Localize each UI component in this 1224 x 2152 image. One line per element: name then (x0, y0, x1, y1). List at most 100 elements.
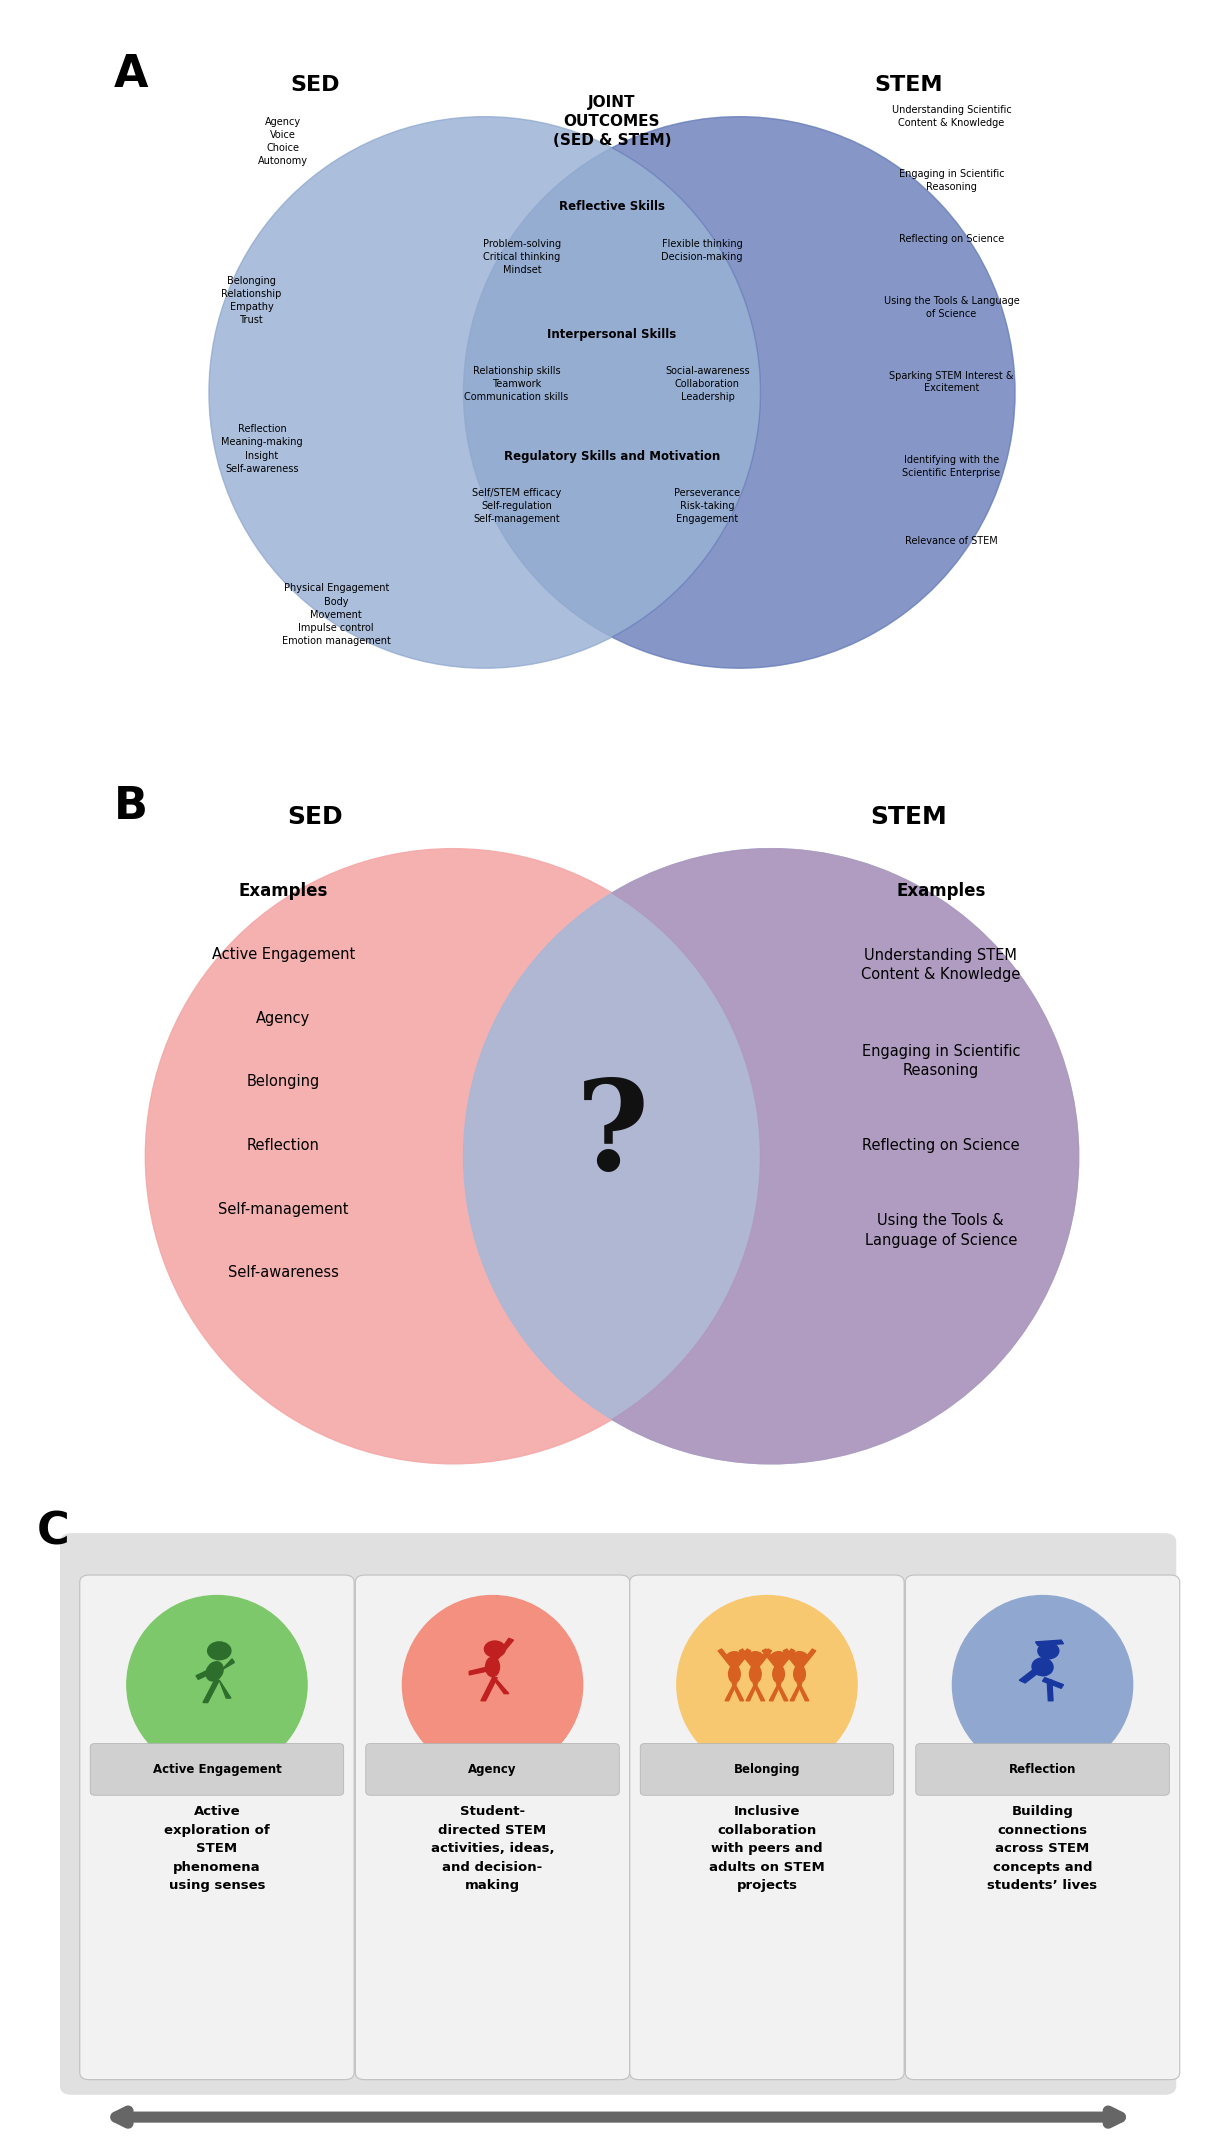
Circle shape (146, 848, 760, 1463)
FancyBboxPatch shape (60, 1532, 1176, 2094)
Circle shape (209, 116, 760, 667)
Text: SED: SED (288, 805, 343, 829)
Text: Engaging in Scientific
Reasoning: Engaging in Scientific Reasoning (898, 170, 1004, 192)
Circle shape (747, 1653, 764, 1663)
Ellipse shape (952, 1595, 1132, 1773)
Text: Regulatory Skills and Motivation: Regulatory Skills and Motivation (504, 450, 720, 463)
FancyBboxPatch shape (640, 1743, 894, 1795)
Polygon shape (763, 1648, 778, 1668)
Text: Engaging in Scientific
Reasoning: Engaging in Scientific Reasoning (862, 1044, 1020, 1078)
Ellipse shape (127, 1595, 307, 1773)
Text: Reflection: Reflection (247, 1138, 319, 1153)
Text: Inclusive
collaboration
with peers and
adults on STEM
projects: Inclusive collaboration with peers and a… (709, 1806, 825, 1892)
Ellipse shape (772, 1666, 785, 1683)
Text: Physical Engagement
Body
Movement
Impulse control
Emotion management: Physical Engagement Body Movement Impuls… (282, 583, 390, 646)
FancyBboxPatch shape (630, 1575, 905, 2079)
Polygon shape (799, 1648, 815, 1668)
Text: Self/STEM efficacy
Self-regulation
Self-management: Self/STEM efficacy Self-regulation Self-… (472, 489, 561, 525)
Ellipse shape (486, 1657, 499, 1676)
FancyBboxPatch shape (366, 1743, 619, 1795)
Text: Belonging: Belonging (733, 1762, 800, 1775)
Polygon shape (469, 1668, 490, 1674)
Circle shape (726, 1653, 743, 1663)
Polygon shape (492, 1638, 514, 1661)
Polygon shape (492, 1679, 509, 1694)
Polygon shape (481, 1679, 497, 1700)
Text: Reflecting on Science: Reflecting on Science (862, 1138, 1020, 1153)
Text: ?: ? (575, 1074, 649, 1197)
Text: Social-awareness
Collaboration
Leadership: Social-awareness Collaboration Leadershi… (665, 366, 750, 402)
Ellipse shape (677, 1595, 857, 1773)
Ellipse shape (206, 1661, 223, 1681)
Text: Active Engagement: Active Engagement (153, 1762, 282, 1775)
Polygon shape (739, 1648, 755, 1668)
Ellipse shape (728, 1666, 741, 1683)
Text: Identifying with the
Scientific Enterprise: Identifying with the Scientific Enterpri… (902, 456, 1000, 478)
FancyBboxPatch shape (91, 1743, 344, 1795)
Circle shape (208, 1642, 231, 1659)
Polygon shape (797, 1683, 809, 1700)
Text: Understanding STEM
Content & Knowledge: Understanding STEM Content & Knowledge (862, 949, 1021, 983)
Polygon shape (1048, 1681, 1053, 1700)
FancyBboxPatch shape (916, 1743, 1169, 1795)
Polygon shape (196, 1668, 217, 1679)
Text: B: B (114, 785, 148, 829)
Text: Relevance of STEM: Relevance of STEM (905, 536, 998, 547)
Circle shape (485, 1642, 506, 1657)
Polygon shape (612, 848, 1078, 1463)
Polygon shape (783, 1648, 799, 1668)
Circle shape (1038, 1642, 1059, 1659)
Text: Belonging
Relationship
Empathy
Trust: Belonging Relationship Empathy Trust (222, 275, 282, 325)
Polygon shape (1020, 1668, 1043, 1683)
Text: A: A (114, 54, 148, 97)
Text: Belonging: Belonging (246, 1074, 319, 1089)
Text: Examples: Examples (896, 882, 985, 900)
Text: Sparking STEM Interest &
Excitement: Sparking STEM Interest & Excitement (889, 370, 1013, 394)
Text: JOINT
OUTCOMES
(SED & STEM): JOINT OUTCOMES (SED & STEM) (553, 95, 671, 148)
Polygon shape (778, 1648, 794, 1668)
Polygon shape (753, 1683, 765, 1700)
Polygon shape (217, 1659, 235, 1674)
Polygon shape (203, 1681, 219, 1702)
Polygon shape (732, 1683, 744, 1700)
Circle shape (464, 116, 1015, 667)
Text: Using the Tools & Language
of Science: Using the Tools & Language of Science (884, 297, 1020, 318)
Ellipse shape (749, 1666, 761, 1683)
Polygon shape (612, 116, 1015, 667)
Polygon shape (755, 1648, 771, 1668)
Polygon shape (1043, 1679, 1064, 1689)
FancyBboxPatch shape (355, 1575, 630, 2079)
FancyBboxPatch shape (80, 1575, 354, 2079)
Ellipse shape (793, 1666, 805, 1683)
Text: Examples: Examples (239, 882, 328, 900)
Text: Agency: Agency (256, 1011, 311, 1027)
Text: Self-management: Self-management (218, 1201, 349, 1216)
Text: Understanding Scientific
Content & Knowledge: Understanding Scientific Content & Knowl… (891, 105, 1011, 127)
Text: STEM: STEM (870, 805, 947, 829)
Text: Using the Tools &
Language of Science: Using the Tools & Language of Science (864, 1214, 1017, 1248)
Text: Problem-solving
Critical thinking
Mindset: Problem-solving Critical thinking Mindse… (482, 239, 561, 275)
Polygon shape (747, 1683, 758, 1700)
Text: C: C (37, 1511, 70, 1554)
Text: Building
connections
across STEM
concepts and
students’ lives: Building connections across STEM concept… (988, 1806, 1098, 1892)
Circle shape (464, 848, 1078, 1463)
Polygon shape (791, 1683, 802, 1700)
Text: Agency: Agency (469, 1762, 517, 1775)
Text: Flexible thinking
Decision-making: Flexible thinking Decision-making (661, 239, 743, 263)
Polygon shape (718, 1648, 734, 1668)
FancyArrowPatch shape (116, 2111, 1120, 2124)
Text: Reflection: Reflection (1009, 1762, 1076, 1775)
Text: Student-
directed STEM
activities, ideas,
and decision-
making: Student- directed STEM activities, ideas… (431, 1806, 554, 1892)
Polygon shape (219, 1681, 231, 1698)
Polygon shape (1036, 1640, 1064, 1646)
FancyBboxPatch shape (906, 1575, 1180, 2079)
Circle shape (792, 1653, 808, 1663)
Text: Interpersonal Skills: Interpersonal Skills (547, 327, 677, 340)
Circle shape (770, 1653, 787, 1663)
Text: Relationship skills
Teamwork
Communication skills: Relationship skills Teamwork Communicati… (464, 366, 569, 402)
Text: Perseverance
Risk-taking
Engagement: Perseverance Risk-taking Engagement (674, 489, 741, 525)
Text: Reflection
Meaning-making
Insight
Self-awareness: Reflection Meaning-making Insight Self-a… (222, 424, 302, 473)
Text: Active
exploration of
STEM
phenomena
using senses: Active exploration of STEM phenomena usi… (164, 1806, 269, 1892)
Text: STEM: STEM (875, 75, 944, 95)
Polygon shape (769, 1683, 781, 1700)
